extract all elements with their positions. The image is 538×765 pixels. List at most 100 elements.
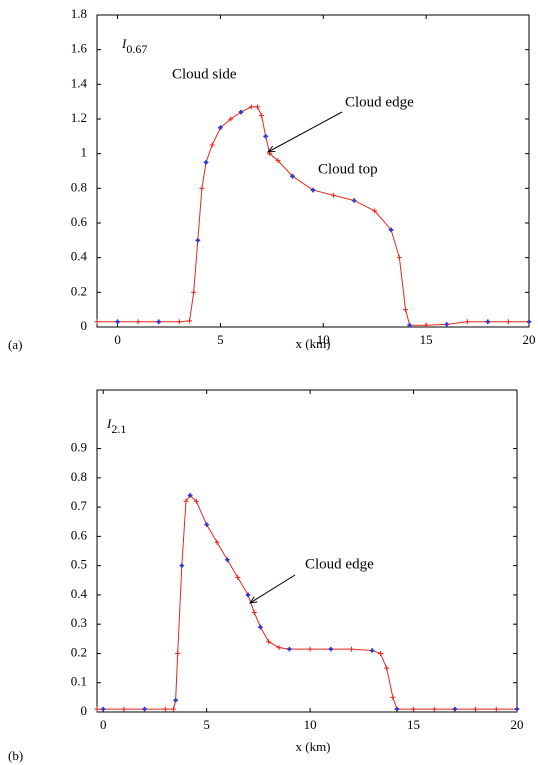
red-marker xyxy=(193,498,199,504)
y-tick-label: 0.7 xyxy=(71,498,88,513)
x-tick-label: 10 xyxy=(304,717,317,732)
red-marker xyxy=(187,318,193,324)
blue-marker xyxy=(444,322,449,327)
annotation: Cloud edge xyxy=(345,94,414,110)
red-marker xyxy=(411,706,417,712)
y-tick-label: 1.6 xyxy=(71,41,88,56)
curve-label: I0.67 xyxy=(121,36,147,56)
blue-marker xyxy=(395,707,399,712)
x-tick-label: 0 xyxy=(100,717,107,732)
curve-label-subscript: 0.67 xyxy=(126,42,147,56)
blue-marker xyxy=(204,160,209,165)
red-marker xyxy=(259,113,265,119)
y-tick-label: 0.4 xyxy=(71,249,88,264)
y-tick-label: 1 xyxy=(81,145,88,160)
red-marker xyxy=(493,706,499,712)
annotation: Cloud side xyxy=(172,66,237,82)
red-marker xyxy=(276,645,282,651)
curve xyxy=(97,494,517,710)
annotation-arrow xyxy=(268,111,343,152)
blue-marker xyxy=(352,198,357,203)
blue-marker xyxy=(407,323,412,328)
red-marker xyxy=(191,289,197,295)
y-tick-label: 0.1 xyxy=(71,674,87,689)
red-marker xyxy=(431,706,437,712)
blue-marker xyxy=(204,522,209,527)
blue-marker xyxy=(156,319,161,324)
annotation: Cloud edge xyxy=(305,556,374,572)
blue-marker xyxy=(328,647,333,652)
curve-label-subscript: 2.1 xyxy=(111,422,126,436)
x-tick-label: 20 xyxy=(523,332,536,347)
red-marker xyxy=(403,307,409,313)
blue-marker xyxy=(389,227,394,232)
x-tick-label: 0 xyxy=(114,332,121,347)
blue-marker xyxy=(101,707,106,712)
blue-marker xyxy=(115,319,120,324)
red-marker xyxy=(423,322,429,328)
blue-marker xyxy=(311,188,315,193)
red-marker xyxy=(175,650,181,656)
red-marker xyxy=(254,104,260,110)
blue-marker xyxy=(485,319,490,324)
red-marker xyxy=(235,574,241,580)
red-marker xyxy=(377,650,383,656)
y-tick-label: 0.9 xyxy=(71,440,87,455)
x-tick-label: 5 xyxy=(203,717,210,732)
y-tick-label: 0.6 xyxy=(71,527,88,542)
blue-marker xyxy=(188,493,193,498)
blue-marker xyxy=(527,319,531,324)
red-marker xyxy=(94,706,100,712)
red-marker xyxy=(209,142,215,148)
red-marker xyxy=(390,694,396,700)
x-tick-label: 20 xyxy=(511,717,524,732)
red-marker xyxy=(307,646,313,652)
y-tick-label: 0.8 xyxy=(71,179,87,194)
red-marker xyxy=(266,639,272,645)
red-marker xyxy=(384,665,390,671)
red-marker xyxy=(473,706,479,712)
red-marker xyxy=(275,158,281,164)
annotation-arrow xyxy=(250,574,296,603)
panel-label: (a) xyxy=(8,337,22,352)
red-marker xyxy=(199,185,205,191)
y-tick-label: 0 xyxy=(81,703,88,718)
blue-marker xyxy=(195,238,200,243)
x-axis-label: x (km) xyxy=(295,336,330,351)
x-tick-label: 5 xyxy=(217,332,224,347)
red-marker xyxy=(396,255,402,261)
blue-marker xyxy=(452,707,457,712)
red-marker xyxy=(348,646,354,652)
y-tick-label: 0.5 xyxy=(71,557,87,572)
blue-marker xyxy=(258,625,263,630)
x-tick-label: 15 xyxy=(420,332,433,347)
red-marker xyxy=(94,319,100,325)
y-tick-label: 0.4 xyxy=(71,586,88,601)
y-tick-label: 0.8 xyxy=(71,469,87,484)
red-marker xyxy=(251,609,257,615)
red-marker xyxy=(171,706,177,712)
red-marker xyxy=(162,706,168,712)
curve xyxy=(97,106,529,326)
red-marker xyxy=(331,192,337,198)
red-marker xyxy=(464,319,470,325)
red-marker xyxy=(135,319,141,325)
blue-marker xyxy=(142,707,147,712)
blue-marker xyxy=(246,592,251,597)
red-marker xyxy=(372,208,378,214)
y-tick-label: 0.3 xyxy=(71,615,87,630)
blue-marker xyxy=(218,125,223,130)
red-marker xyxy=(176,319,182,325)
blue-marker xyxy=(515,707,519,712)
x-tick-label: 10 xyxy=(317,332,330,347)
y-tick-label: 1.2 xyxy=(71,110,87,125)
plot-frame xyxy=(96,14,530,328)
blue-marker xyxy=(239,110,243,115)
y-tick-label: 0.6 xyxy=(71,214,88,229)
blue-marker xyxy=(225,557,230,562)
red-marker xyxy=(121,706,127,712)
annotation: Cloud top xyxy=(318,161,378,177)
red-marker xyxy=(248,104,254,110)
red-marker xyxy=(183,498,189,504)
